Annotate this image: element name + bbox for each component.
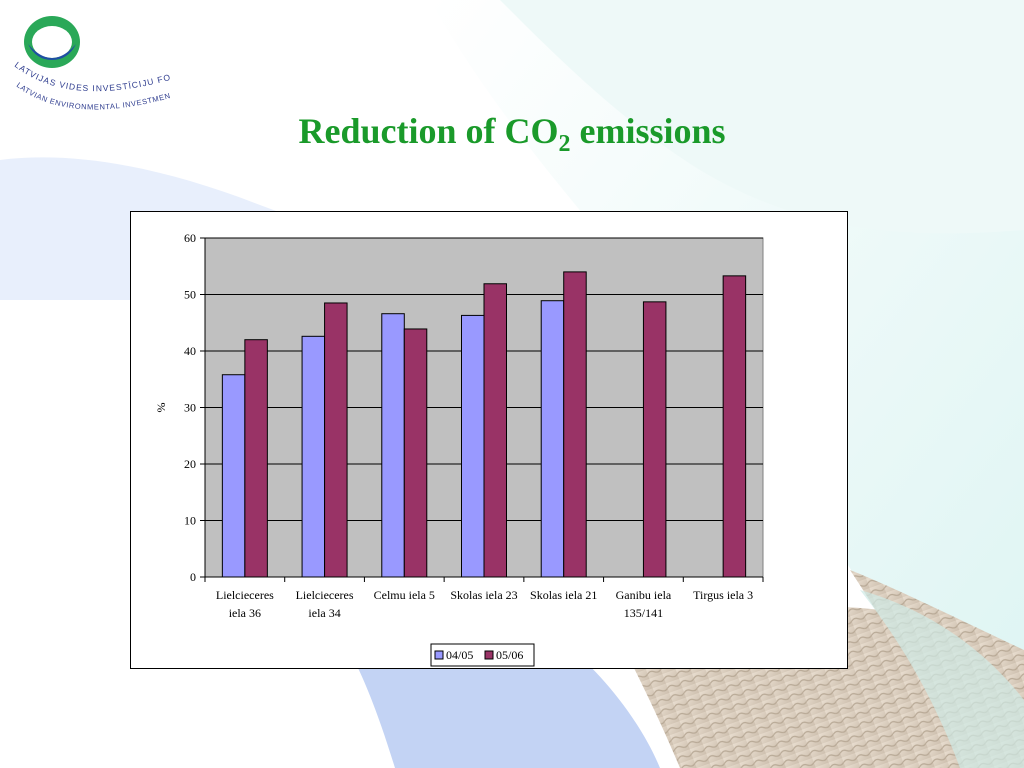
legend-swatch [484,650,494,660]
bar-04-05 [301,335,326,578]
page-title: Reduction of CO2 emissions [0,110,1024,156]
logo: LATVIJAS VIDES INVESTĪCIJU FONDS LATVIAN… [8,8,171,112]
x-tick-label: Lielcieceres [296,588,354,602]
bar-05-06 [563,271,587,578]
y-tick-label: 20 [184,457,196,471]
bar-05-06 [403,328,428,578]
bar-05-06 [722,275,747,578]
y-tick-label: 30 [184,401,196,415]
x-tick-label: iela 34 [308,606,340,620]
legend-box [430,643,535,667]
bar-05-06 [324,302,348,578]
x-tick-label: Ganibu iela [616,588,672,602]
bar-04-05 [381,313,405,578]
y-axis-label: % [154,403,168,413]
title-main: Reduction of CO [298,111,559,151]
y-tick-label: 60 [184,231,196,245]
chart-frame: 0 10 20 30 40 50 60% Lielcieceres iela 36 Lielcie… [130,211,848,669]
x-tick-label: Lielcieceres [216,588,274,602]
ring-logo-icon [24,16,80,68]
bar-05-06 [244,339,268,578]
bar-chart: 0 10 20 30 40 50 60% Lielcieceres iela 36 Lielcie… [154,231,764,667]
x-tick-label: Skolas iela 21 [530,588,597,602]
x-tick-label: 135/141 [624,606,663,620]
bar-05-06 [642,301,667,578]
y-tick-label: 10 [184,514,196,528]
x-tick-label: iela 36 [229,606,261,620]
y-tick-label: 50 [184,288,196,302]
legend: 04/05 05/06 [430,643,535,667]
bar-04-05 [221,374,246,578]
y-tick-label: 40 [184,344,196,358]
title-end: emissions [570,111,726,151]
bar-04-05 [540,300,565,578]
y-tick-label: 0 [190,570,196,584]
x-tick-label: Celmu iela 5 [374,588,435,602]
legend-label: 05/06 [496,648,523,662]
bar-05-06 [483,283,507,578]
title-subscript: 2 [558,131,571,157]
bar-04-05 [461,314,485,578]
legend-label: 04/05 [446,648,473,662]
x-tick-label: Skolas iela 23 [450,588,517,602]
x-tick-label: Tirgus iela 3 [693,588,753,602]
legend-swatch [434,650,444,660]
